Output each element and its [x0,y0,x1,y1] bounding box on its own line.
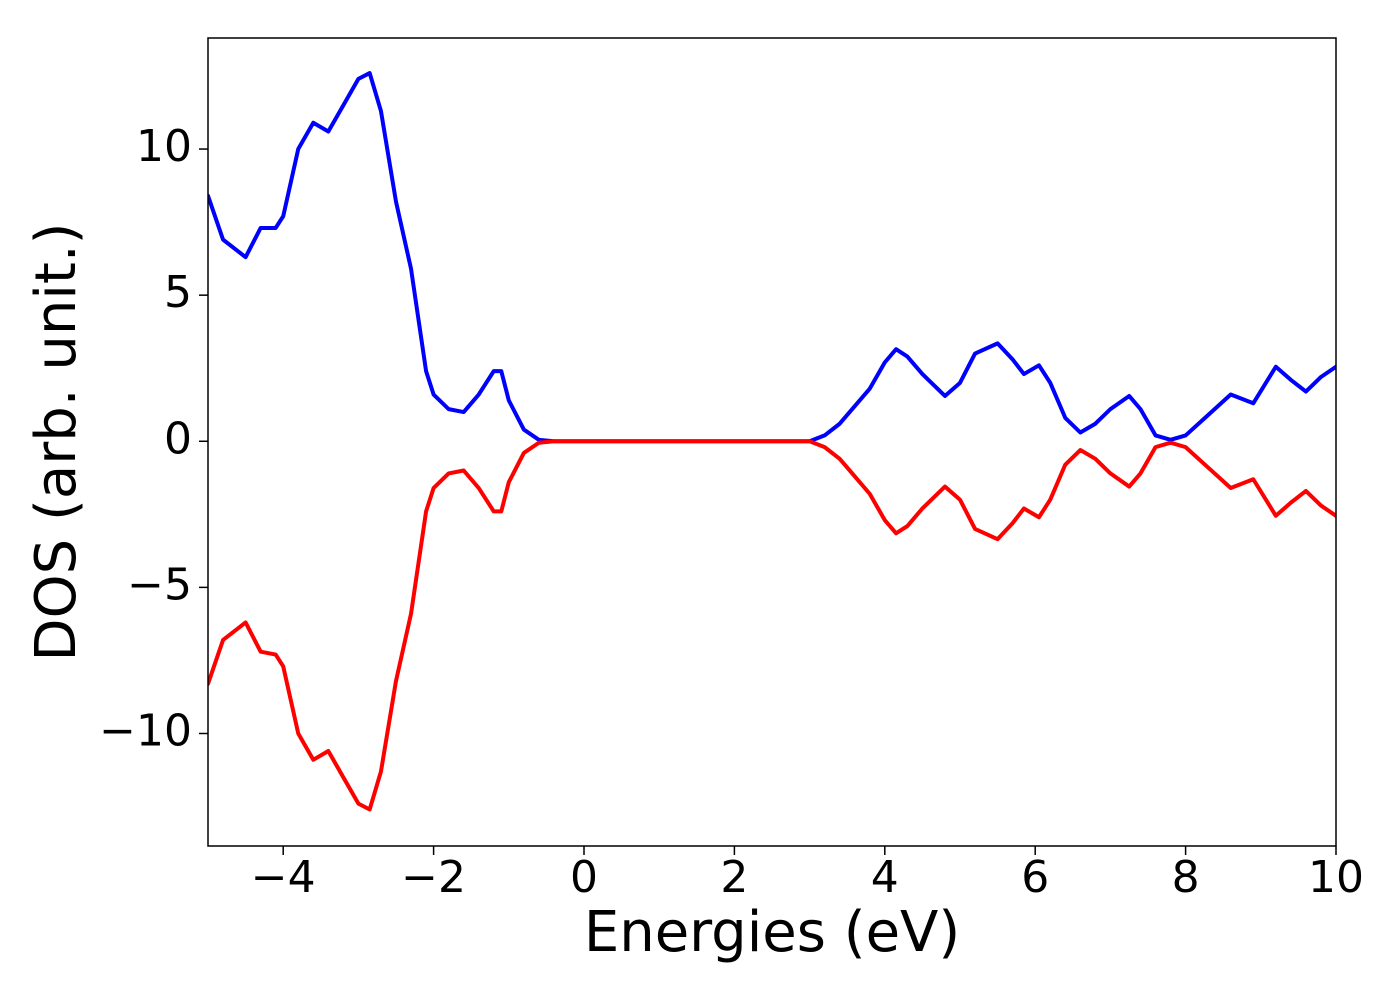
x-tick-label: 4 [871,852,899,903]
x-tick-label: −4 [251,852,316,903]
y-tick-label: −10 [99,705,192,756]
y-tick-label: 10 [136,121,192,172]
x-tick-label: 2 [720,852,748,903]
x-tick-label: 8 [1172,852,1200,903]
y-tick-label: 5 [164,267,192,318]
plot-frame [207,37,1337,847]
series-line [208,439,1336,812]
y-tick-label: −5 [127,559,192,610]
x-tick-label: 6 [1021,852,1049,903]
x-tick-label: 10 [1308,852,1364,903]
x-tick-label: 0 [570,852,598,903]
series-line [208,71,1336,444]
x-tick-label: −2 [401,852,466,903]
y-axis-label: DOS (arb. unit.) [24,222,89,661]
y-tick-label: 0 [164,413,192,464]
x-axis-label: Energies (eV) [584,900,960,965]
